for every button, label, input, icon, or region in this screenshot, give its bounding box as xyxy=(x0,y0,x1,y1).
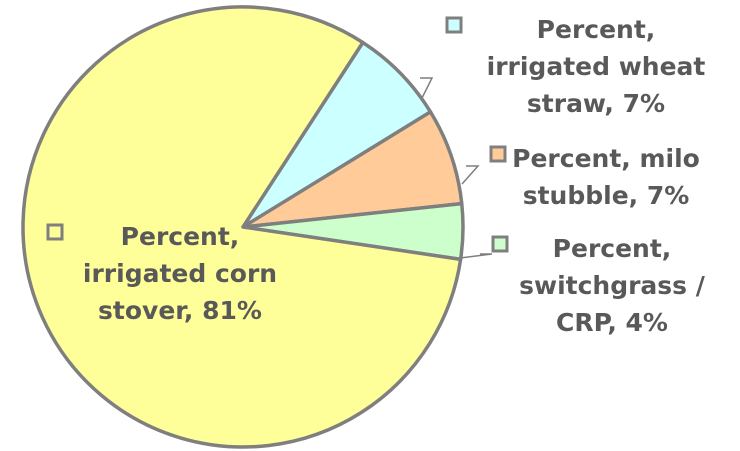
slice-label-line: stubble, 7% xyxy=(523,181,690,210)
slice-label-line: Percent, xyxy=(553,234,672,263)
legend-swatch-3 xyxy=(491,235,509,253)
leader-line-2 xyxy=(461,165,480,185)
slice-label-3: Percent, switchgrass / CRP, 4% xyxy=(519,234,706,337)
slice-label-line: straw, 7% xyxy=(527,89,665,118)
leader-line-1 xyxy=(420,77,434,101)
legend-swatch-0 xyxy=(46,223,64,241)
leader-line-3 xyxy=(459,253,493,259)
slice-label-1: Percent, irrigated wheat straw, 7% xyxy=(487,15,706,118)
slice-label-line: irrigated corn xyxy=(83,259,277,288)
legend-swatch-2 xyxy=(489,145,507,163)
slice-label-line: Percent, xyxy=(537,15,656,44)
slice-label-line: Percent, milo xyxy=(512,144,700,173)
legend-swatch-1 xyxy=(445,16,463,34)
pie-slice-0 xyxy=(21,5,463,449)
slice-label-line: Percent, xyxy=(121,222,240,251)
slice-label-line: stover, 81% xyxy=(98,296,262,325)
slice-label-2: Percent, milo stubble, 7% xyxy=(512,144,700,210)
slice-label-line: switchgrass / xyxy=(519,271,706,300)
slice-label-line: irrigated wheat xyxy=(487,52,706,81)
slice-label-0: Percent, irrigated corn stover, 81% xyxy=(83,222,277,325)
slice-label-line: CRP, 4% xyxy=(556,308,668,337)
